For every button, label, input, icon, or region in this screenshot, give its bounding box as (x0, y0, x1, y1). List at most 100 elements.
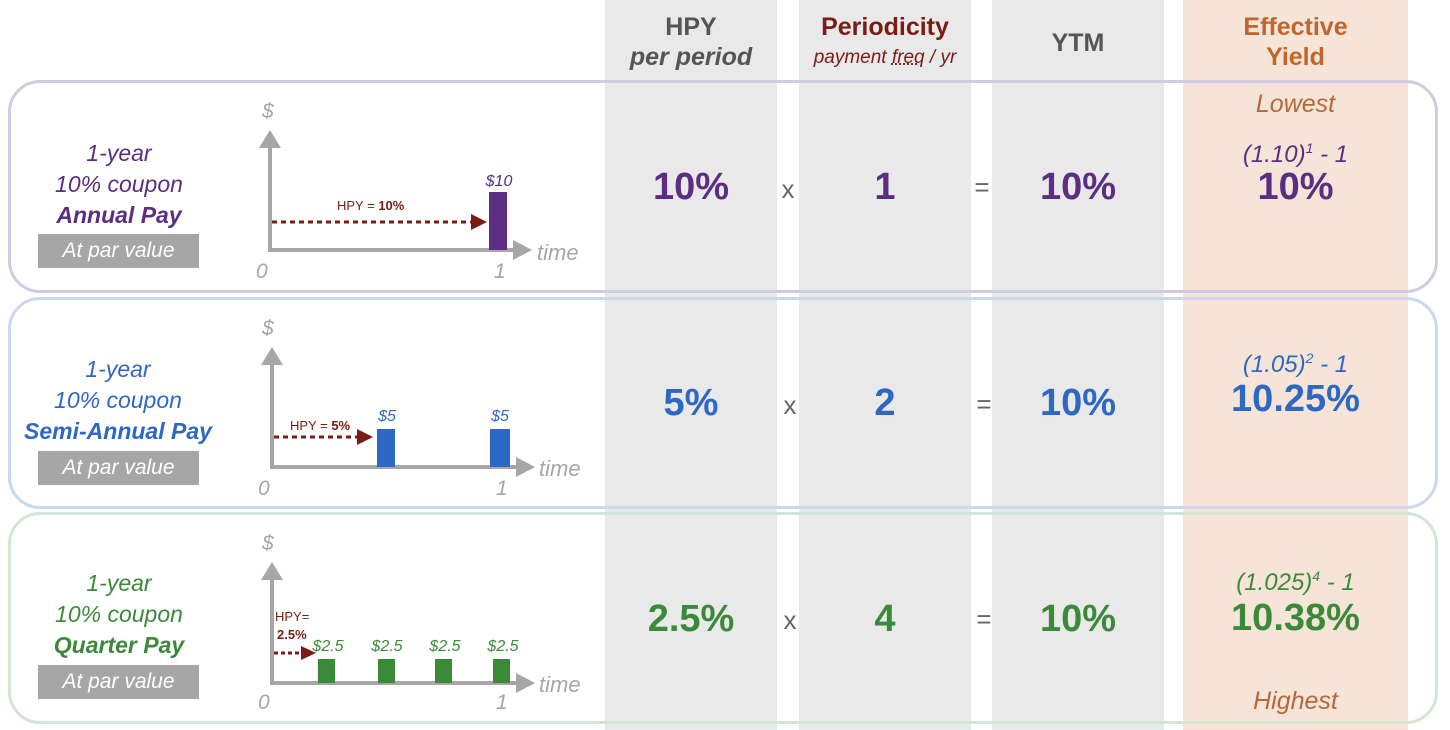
time-axis-label: time (539, 456, 581, 481)
row-annual-coupon: 10% coupon (55, 171, 183, 197)
ytm-header: YTM (992, 29, 1164, 58)
hpy-annotation-value: 5% (331, 418, 350, 433)
row-semi-annual-pay: Semi-Annual Pay (24, 418, 212, 444)
row-annual-times: x (781, 174, 795, 204)
one-tick-label: 1 (496, 477, 508, 500)
row-annual-formula: (1.10)1 - 1 (1183, 140, 1408, 169)
row-quarter-timeline: $ time 0 1 HPY= 2.5% $2.5 $2.5 $2.5 $2.5 (258, 532, 581, 714)
row-semi-annual-hpy: 5% (663, 382, 719, 424)
row-annual-pay: Annual Pay (56, 202, 182, 228)
row-annual-timeline: $ time 0 1 HPY = 10% $10 (256, 100, 579, 283)
one-tick-label: 1 (496, 691, 508, 714)
effective-yield-column-bg (1183, 0, 1408, 730)
row-annual-hpy: 10% (652, 166, 730, 208)
effective-header-line1: Effective (1243, 13, 1348, 41)
formula-base: (1.025) (1236, 569, 1313, 596)
row-quarter-description: 1-year 10% coupon Quarter Pay (36, 568, 202, 661)
formula-tail: - 1 (1313, 141, 1349, 168)
row-semi-annual-times: x (783, 390, 797, 420)
hpy-annotation: HPY = 5% (290, 418, 351, 433)
row-annual-description: 1-year 10% coupon Annual Pay (36, 138, 202, 231)
row-quarter-formula: (1.025)4 - 1 (1183, 568, 1408, 597)
row-semi-annual-description: 1-year 10% coupon Semi-Annual Pay (24, 354, 212, 447)
formula-tail: - 1 (1320, 569, 1355, 596)
time-axis-label: time (539, 672, 581, 697)
payment-label-3: $2.5 (428, 638, 460, 655)
row-semi-annual-periodicity: 2 (874, 382, 896, 424)
payment-bar (489, 192, 507, 250)
x-axis-arrowhead (516, 673, 535, 693)
row-quarter-times: x (783, 605, 797, 635)
one-tick-label: 1 (494, 260, 506, 283)
row-annual-effective-yield: 10% (1257, 166, 1334, 208)
hpy-header: HPY per period (605, 13, 777, 71)
hpy-annotation: HPY = 10% (337, 198, 405, 213)
row-semi-annual-coupon: 10% coupon (54, 387, 182, 413)
row-quarter-equals: = (976, 604, 992, 634)
row-semi-annual-effective-yield: 10.25% (1231, 378, 1360, 420)
payment-bar-4 (493, 659, 510, 683)
row-annual-par-badge: At par value (38, 234, 199, 268)
x-axis-arrowhead (513, 240, 532, 260)
lowest-note: Lowest (1255, 90, 1336, 118)
effective-yield-header: Effective Yield (1183, 13, 1408, 71)
payment-bar-2 (490, 429, 510, 467)
row-semi-annual-timeline: $ time 0 1 HPY = 5% $5 $5 (258, 317, 581, 500)
zero-tick-label: 0 (258, 477, 270, 500)
x-axis-arrowhead (516, 457, 535, 477)
time-axis-label: time (537, 240, 579, 265)
ytm-header-title: YTM (1051, 29, 1105, 57)
row-annual-equals: = (974, 172, 990, 202)
formula-exponent: 4 (1312, 568, 1321, 584)
row-semi-annual-par-badge: At par value (38, 451, 199, 485)
formula-tail: - 1 (1313, 351, 1349, 378)
row-annual-periodicity: 1 (874, 166, 896, 208)
y-axis-arrowhead (261, 347, 283, 365)
dollar-axis-label: $ (261, 317, 274, 340)
row-quarter-ytm: 10% (1039, 598, 1117, 640)
periodicity-header: Periodicity payment freq / yr (799, 13, 971, 68)
row-quarter-term: 1-year (86, 570, 152, 596)
payment-label-1: $2.5 (311, 638, 343, 655)
periodicity-sub-part1: payment (813, 46, 892, 68)
hpy-column-bg (605, 0, 777, 730)
ytm-column-bg (992, 0, 1164, 730)
row-semi-annual-box (8, 297, 1438, 509)
zero-tick-label: 0 (258, 691, 270, 714)
periodicity-column-bg (799, 0, 971, 730)
effective-header-line2: Yield (1266, 42, 1325, 71)
formula-exponent: 2 (1305, 350, 1314, 366)
payment-bar-1 (377, 429, 395, 467)
dollar-axis-label: $ (261, 532, 274, 555)
hpy-arrowhead (471, 214, 487, 230)
hpy-annotation-value: 2.5% (277, 627, 307, 642)
periodicity-sub-part3: / yr (924, 46, 957, 68)
row-annual-ytm: 10% (1039, 166, 1117, 208)
payment-bar-1 (318, 659, 335, 683)
formula-base: (1.10) (1242, 141, 1306, 168)
payment-label-2: $2.5 (370, 638, 402, 655)
hpy-annotation-label: HPY= (275, 609, 309, 624)
row-quarter-box (8, 512, 1438, 724)
row-annual-term: 1-year (86, 140, 152, 166)
row-quarter-par-badge: At par value (38, 665, 199, 699)
row-semi-annual-equals: = (976, 389, 992, 419)
highest-note: Highest (1253, 687, 1338, 715)
payment-label-2: $5 (490, 408, 509, 425)
dollar-axis-label: $ (261, 100, 274, 123)
row-quarter-periodicity: 4 (874, 598, 896, 640)
payment-label: $10 (485, 173, 513, 190)
row-semi-annual-formula: (1.05)2 - 1 (1183, 350, 1408, 379)
row-quarter-effective-yield: 10.38% (1231, 597, 1360, 639)
hpy-annotation-label: HPY = (290, 418, 331, 433)
zero-tick-label: 0 (256, 260, 268, 283)
row-quarter-coupon: 10% coupon (55, 601, 183, 627)
formula-base: (1.05) (1242, 351, 1306, 378)
hpy-arrowhead (357, 429, 373, 445)
payment-label-4: $2.5 (486, 638, 518, 655)
hpy-annotation-value: 10% (378, 198, 404, 213)
hpy-arrowhead (301, 646, 316, 660)
payment-bar-2 (378, 659, 395, 683)
y-axis-arrowhead (259, 130, 281, 148)
row-annual-box (8, 80, 1438, 293)
